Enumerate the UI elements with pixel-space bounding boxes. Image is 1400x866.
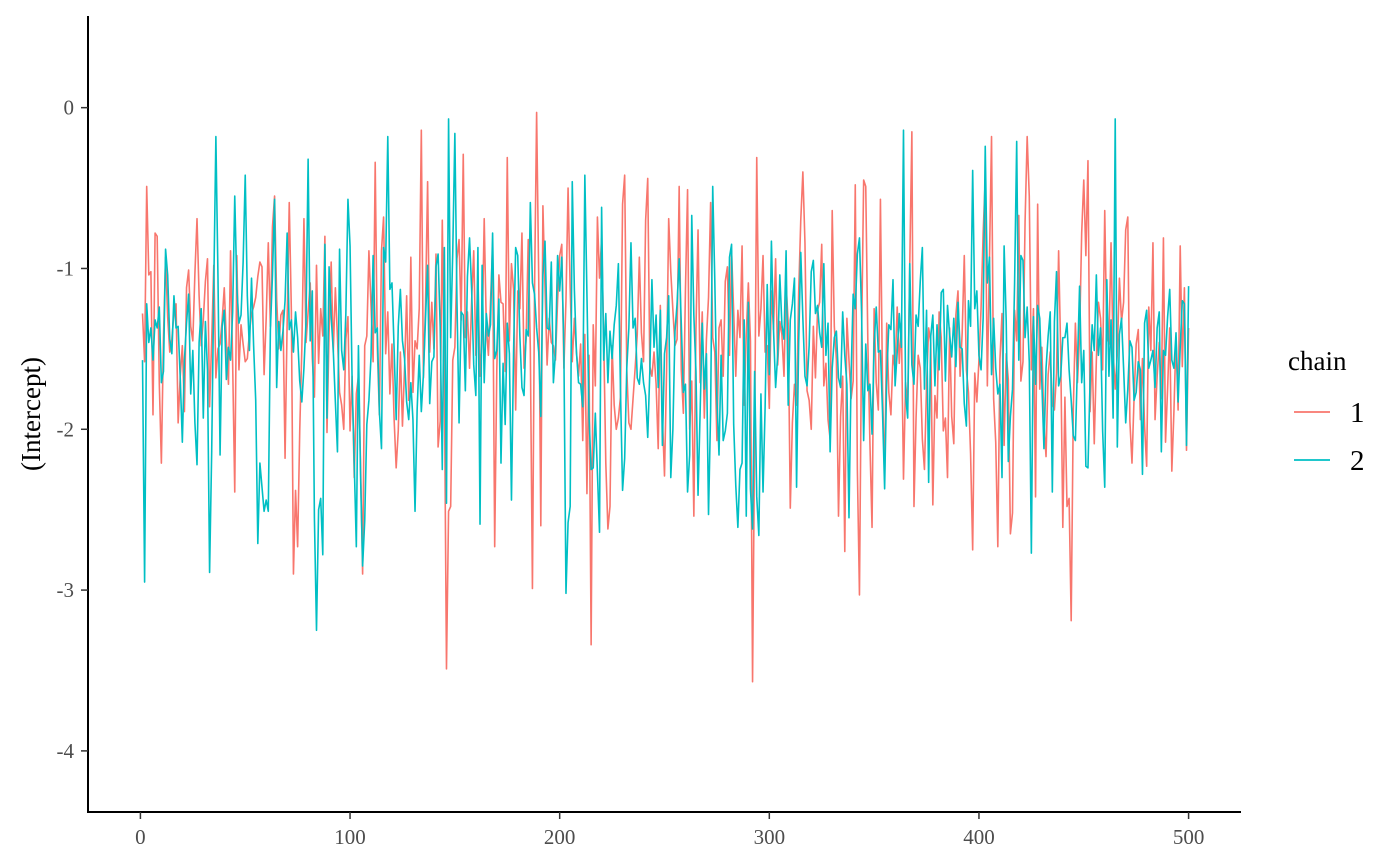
legend-label-chain-2: 2: [1350, 445, 1365, 477]
y-tick-label: -3: [57, 578, 75, 602]
x-tick-label: 100: [334, 825, 366, 849]
y-axis-title: (Intercept): [16, 357, 46, 471]
legend: chain 1 2: [1288, 346, 1365, 477]
x-tick-label: 500: [1173, 825, 1205, 849]
y-tick-label: 0: [64, 96, 75, 120]
series-line-chain-1: [141, 111, 1190, 683]
legend-label-chain-1: 1: [1350, 397, 1365, 429]
x-tick-label: 200: [544, 825, 576, 849]
series-line-chain-2: [141, 118, 1190, 632]
y-tick-label: -1: [57, 256, 75, 280]
y-tick-label: -2: [57, 417, 75, 441]
ticks-layer: 0 100 200 300 400 500 0 -1 -2 -3 -4: [57, 96, 1205, 849]
y-tick-label: -4: [57, 739, 75, 763]
series-layer: [141, 111, 1190, 683]
x-tick-label: 400: [963, 825, 995, 849]
x-tick-label: 300: [754, 825, 786, 849]
axes-layer: [87, 16, 1241, 813]
legend-title: chain: [1288, 346, 1347, 376]
x-tick-label: 0: [135, 825, 146, 849]
